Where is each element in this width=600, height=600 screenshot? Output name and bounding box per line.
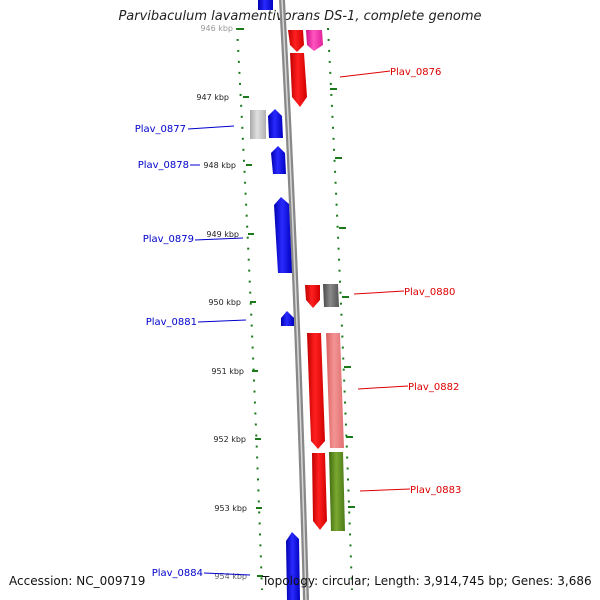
gene-label-plav-0882[interactable]: Plav_0882 (408, 382, 459, 393)
gene-minus-plav-0881 (281, 311, 294, 326)
gene-label-plav-0878[interactable]: Plav_0878 (138, 160, 189, 171)
gene-label-plav-0884[interactable]: Plav_0884 (152, 568, 203, 579)
left-ruler-arc (236, 27, 263, 591)
gene-minus-plav-0878 (271, 146, 286, 174)
map-title: Parvibaculum lavamentivorans DS-1, compl… (118, 9, 482, 24)
plus-strand-genes (288, 30, 345, 531)
scale-label-953: 953 kbp (214, 504, 247, 513)
gene-label-plav-0879[interactable]: Plav_0879 (143, 234, 194, 245)
gene-label-plav-0876[interactable]: Plav_0876 (390, 67, 441, 78)
gene-labels: Plav_0876 Plav_0877 Plav_0878 Plav_0879 … (135, 67, 462, 579)
gene-minus-plav-0877 (268, 109, 283, 138)
gene-label-plav-0881[interactable]: Plav_0881 (146, 317, 197, 328)
scale-label-947: 947 kbp (196, 93, 229, 102)
gene-plus-magenta-top (306, 30, 323, 51)
gene-plus-grey (323, 284, 339, 307)
scale-label-948: 948 kbp (203, 161, 236, 170)
gene-minus-plav-0884 (286, 532, 300, 600)
scale-label-950: 950 kbp (208, 298, 241, 307)
gene-plus-red-top (288, 30, 304, 52)
accession-text: Accession: NC_009719 (9, 574, 146, 588)
label-leader-lines (187, 70, 411, 576)
gene-plus-plav-0883-red (312, 453, 327, 530)
gene-label-plav-0880[interactable]: Plav_0880 (404, 287, 455, 298)
gene-plus-plav-0880 (305, 285, 320, 308)
gene-label-plav-0877[interactable]: Plav_0877 (135, 124, 186, 135)
gene-plus-plav-0882-pink (326, 333, 344, 448)
gene-plus-plav-0882-red (307, 333, 325, 449)
major-ticks (238, 28, 355, 577)
gene-minus-lightgrey (250, 110, 266, 139)
minus-strand-genes (250, 0, 300, 600)
scale-label-954: 954 kbp (214, 572, 247, 581)
right-ruler-arc (327, 27, 353, 591)
scale-label-946: 946 kbp (200, 24, 233, 33)
scale-labels: 946 kbp 947 kbp 948 kbp 949 kbp 950 kbp … (196, 24, 247, 581)
gene-minus-partial-top (258, 0, 273, 10)
genome-backbone-highlight (281, 0, 307, 600)
gene-plus-plav-0883-olive (329, 452, 345, 531)
scale-label-952: 952 kbp (213, 435, 246, 444)
gene-label-plav-0883[interactable]: Plav_0883 (410, 485, 461, 496)
topology-text: Topology: circular; Length: 3,914,745 bp… (262, 574, 592, 588)
gene-minus-plav-0879 (274, 197, 292, 273)
gene-plus-plav-0876 (290, 53, 307, 107)
scale-label-949: 949 kbp (206, 230, 239, 239)
scale-label-951: 951 kbp (211, 367, 244, 376)
